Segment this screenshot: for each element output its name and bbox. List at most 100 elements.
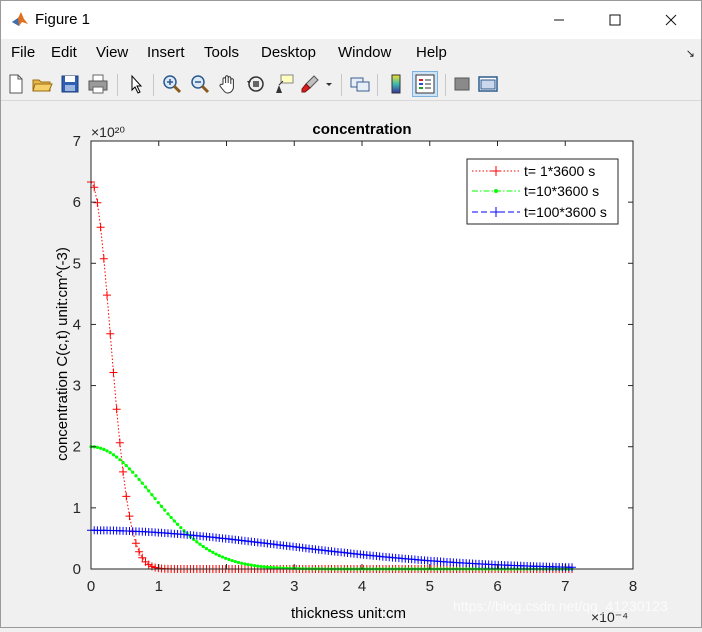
figure-toolbar — [1, 68, 701, 101]
edit-plot-arrow-icon[interactable] — [125, 73, 147, 95]
maximize-icon — [609, 14, 621, 26]
series-2-point — [236, 560, 241, 565]
close-icon — [665, 14, 677, 26]
close-button[interactable] — [643, 1, 699, 39]
x-exponent: ×10⁻⁴ — [591, 609, 628, 625]
x-tick-label: 0 — [87, 578, 95, 595]
pan-hand-icon[interactable] — [217, 73, 239, 95]
series-2-point — [156, 500, 160, 505]
series-2-point — [172, 519, 176, 523]
menu-file[interactable]: File — [11, 44, 36, 61]
series-2-point — [252, 564, 257, 568]
series-2-point — [115, 455, 119, 459]
series-1-point — [96, 223, 105, 232]
series-2-point — [262, 565, 266, 569]
series-2-point — [214, 552, 218, 556]
series-2-point — [118, 458, 122, 462]
menu-edit[interactable]: Edit — [51, 44, 77, 61]
series-1-point — [115, 438, 124, 447]
toolbar-separator — [445, 74, 446, 96]
series-1-point — [138, 553, 147, 562]
series-1-point — [119, 467, 128, 476]
series-2-point — [217, 554, 221, 558]
series-1-point — [135, 547, 144, 556]
title-bar[interactable]: Figure 1 — [1, 1, 701, 39]
minimize-icon — [554, 19, 564, 21]
legend-button[interactable] — [412, 71, 438, 97]
series-2-point — [204, 547, 209, 551]
x-tick-label: 8 — [629, 578, 637, 595]
brush-icon[interactable] — [299, 73, 321, 95]
series-1-point — [103, 291, 112, 300]
series-2-point — [195, 540, 199, 544]
series-2-point — [150, 493, 154, 497]
series-1-point — [109, 368, 118, 377]
series-2-point — [198, 542, 202, 546]
minimize-button[interactable] — [531, 1, 587, 39]
series-2-point — [246, 562, 250, 567]
y-tick-label: 0 — [73, 561, 81, 578]
series-2-point — [134, 474, 138, 478]
y-tick-label: 1 — [73, 500, 81, 517]
menu-tools[interactable]: Tools — [204, 44, 240, 61]
series-1-point — [125, 512, 134, 521]
dock-arrow-icon[interactable]: ↘ — [685, 48, 695, 60]
series-2-point — [230, 558, 234, 563]
x-tick-label: 4 — [358, 578, 366, 595]
brush-dropdown-icon[interactable] — [323, 73, 335, 95]
series-2-point — [159, 504, 164, 508]
series-2-point — [169, 515, 173, 520]
link-plot-icon[interactable] — [349, 73, 371, 95]
series-2-point — [208, 548, 212, 553]
legend-label-2: t=10*3600 s — [524, 183, 599, 199]
x-tick-label: 3 — [290, 578, 298, 595]
legend[interactable]: t= 1*3600 s t=10*3600 s t=100*3600 s — [466, 158, 619, 225]
show-plot-tools-icon[interactable] — [477, 73, 499, 95]
series-1-point — [93, 198, 102, 207]
series-1-point — [144, 560, 153, 569]
y-tick-label: 2 — [73, 439, 81, 456]
legend-label-1: t= 1*3600 s — [524, 163, 595, 179]
series-1-point — [122, 492, 131, 501]
x-tick-label: 6 — [493, 578, 501, 595]
window-title: Figure 1 — [35, 11, 91, 28]
menu-view[interactable]: View — [96, 44, 129, 61]
y-exponent: ×10²⁰ — [91, 124, 125, 140]
series-2-point — [265, 565, 269, 569]
chart-title: concentration — [312, 121, 411, 138]
zoom-out-icon[interactable] — [189, 73, 211, 95]
series-2-point — [95, 445, 100, 449]
hide-plot-tools-icon[interactable] — [451, 73, 473, 95]
series-1-point — [131, 539, 140, 548]
menu-insert[interactable]: Insert — [147, 44, 185, 61]
data-cursor-icon[interactable] — [273, 73, 295, 95]
rotate-3d-icon[interactable] — [245, 73, 267, 95]
new-figure-icon[interactable] — [5, 73, 27, 95]
colorbar-icon[interactable] — [385, 73, 407, 95]
series-1-point — [151, 563, 160, 572]
series-2-point — [259, 564, 263, 569]
series-2-point — [137, 477, 141, 482]
y-tick-label: 5 — [73, 255, 81, 272]
x-tick-label: 7 — [561, 578, 569, 595]
open-file-icon[interactable] — [31, 73, 53, 95]
save-icon[interactable] — [59, 73, 81, 95]
print-icon[interactable] — [87, 73, 109, 95]
x-tick-label: 2 — [222, 578, 230, 595]
y-tick-label: 7 — [73, 133, 81, 150]
series-3-point — [568, 563, 577, 572]
menu-desktop[interactable]: Desktop — [261, 44, 317, 61]
series-2-point — [268, 565, 273, 569]
maximize-button[interactable] — [587, 1, 643, 39]
toolbar-separator — [153, 74, 154, 96]
series-2-point — [220, 555, 225, 559]
series-2-point — [124, 463, 128, 468]
series-1-point — [99, 254, 108, 263]
matlab-logo-icon — [11, 10, 29, 28]
menu-help[interactable]: Help — [416, 44, 447, 61]
series-2-point — [131, 470, 135, 474]
y-axis-label: concentration C(c,t) unit:cm^(-3) — [54, 247, 71, 461]
menu-window[interactable]: Window — [338, 44, 392, 61]
zoom-in-icon[interactable] — [161, 73, 183, 95]
x-axis-label: thickness unit:cm — [291, 605, 406, 622]
